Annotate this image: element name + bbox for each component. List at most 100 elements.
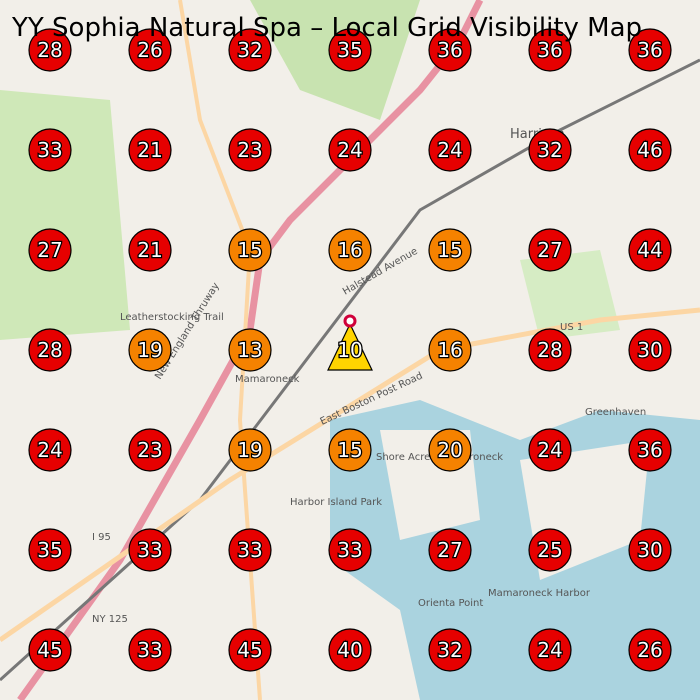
grid-cell: 23 [128, 428, 172, 472]
rank-label: 24 [37, 438, 62, 462]
rank-label: 36 [437, 38, 462, 62]
map-label: Mamaroneck [235, 374, 300, 385]
rank-label: 36 [637, 38, 662, 62]
marker [428, 228, 472, 272]
map-label: Mamaroneck Harbor [488, 588, 591, 599]
marker [28, 628, 72, 672]
grid-cell: 32 [528, 128, 572, 172]
rank-label: 33 [137, 538, 162, 562]
grid-cell: 33 [328, 528, 372, 572]
rank-label: 15 [437, 238, 462, 262]
marker [128, 328, 172, 372]
marker [628, 528, 672, 572]
rank-label: 28 [37, 38, 62, 62]
grid-cell: 30 [628, 328, 672, 372]
grid-cell: 28 [528, 328, 572, 372]
rank-label: 27 [37, 238, 62, 262]
grid-cell: 45 [228, 628, 272, 672]
grid-cell: 33 [28, 128, 72, 172]
marker [528, 328, 572, 372]
park [0, 90, 130, 340]
marker [428, 528, 472, 572]
marker [528, 528, 572, 572]
grid-cell: 27 [428, 528, 472, 572]
map-label: Leatherstocking Trail [120, 312, 224, 323]
marker [228, 228, 272, 272]
grid-cell: 36 [528, 28, 572, 72]
grid-cell: 16 [328, 228, 372, 272]
marker [628, 328, 672, 372]
rank-label: 10 [337, 338, 362, 362]
grid-cell: 20 [428, 428, 472, 472]
rank-label: 21 [137, 138, 162, 162]
rank-label: 13 [237, 338, 262, 362]
grid-cell: 26 [628, 628, 672, 672]
marker [528, 28, 572, 72]
marker [128, 628, 172, 672]
marker [528, 228, 572, 272]
marker [428, 128, 472, 172]
rank-label: 24 [437, 138, 462, 162]
grid-cell: 10 [327, 322, 373, 371]
rank-label: 45 [37, 638, 62, 662]
marker [28, 28, 72, 72]
marker [628, 228, 672, 272]
marker [128, 228, 172, 272]
grid-cell: 45 [28, 628, 72, 672]
rank-label: 23 [237, 138, 262, 162]
marker [128, 428, 172, 472]
park [520, 250, 620, 340]
grid-cell: 35 [328, 28, 372, 72]
map-label: Orienta Point [418, 598, 483, 609]
marker [328, 28, 372, 72]
marker [528, 428, 572, 472]
rank-label: 30 [637, 538, 662, 562]
grid-cell: 24 [428, 128, 472, 172]
grid-cell: 15 [428, 228, 472, 272]
marker [228, 528, 272, 572]
marker [327, 322, 373, 371]
map-label: NY 125 [92, 614, 128, 625]
grid-cell: 15 [228, 228, 272, 272]
marker [28, 228, 72, 272]
grid-cell: 30 [628, 528, 672, 572]
grid-cell: 15 [328, 428, 372, 472]
rank-label: 28 [537, 338, 562, 362]
marker [328, 128, 372, 172]
location-pin [343, 314, 357, 328]
rank-label: 33 [137, 638, 162, 662]
rank-label: 32 [437, 638, 462, 662]
grid-cell: 21 [128, 228, 172, 272]
marker [228, 128, 272, 172]
rank-label: 28 [37, 338, 62, 362]
marker [628, 428, 672, 472]
map-label: I 95 [92, 532, 111, 543]
rank-label: 26 [137, 38, 162, 62]
marker [28, 328, 72, 372]
marker [528, 128, 572, 172]
grid-cell: 28 [28, 28, 72, 72]
rank-label: 19 [137, 338, 162, 362]
marker [128, 528, 172, 572]
grid-cell: 16 [428, 328, 472, 372]
rank-label: 19 [237, 438, 262, 462]
rank-label: 24 [537, 638, 562, 662]
grid-cell: 40 [328, 628, 372, 672]
rank-label: 32 [237, 38, 262, 62]
grid: 28 26 32 35 36 36 36 33 21 23 24 24 32 46 27 21 15 16 15 27… [28, 28, 672, 672]
rank-label: 24 [537, 438, 562, 462]
grid-cell: 19 [128, 328, 172, 372]
rank-label: 23 [137, 438, 162, 462]
map-label: Harbor Island Park [290, 497, 382, 508]
rank-label: 27 [437, 538, 462, 562]
grid-cell: 26 [128, 28, 172, 72]
grid-cell: 36 [628, 428, 672, 472]
rank-label: 44 [637, 238, 662, 262]
map-label: US 1 [560, 322, 583, 333]
rank-label: 25 [537, 538, 562, 562]
grid-cell: 24 [528, 428, 572, 472]
grid-cell: 27 [28, 228, 72, 272]
rank-label: 33 [37, 138, 62, 162]
grid-cell: 33 [228, 528, 272, 572]
grid-cell: 32 [428, 628, 472, 672]
